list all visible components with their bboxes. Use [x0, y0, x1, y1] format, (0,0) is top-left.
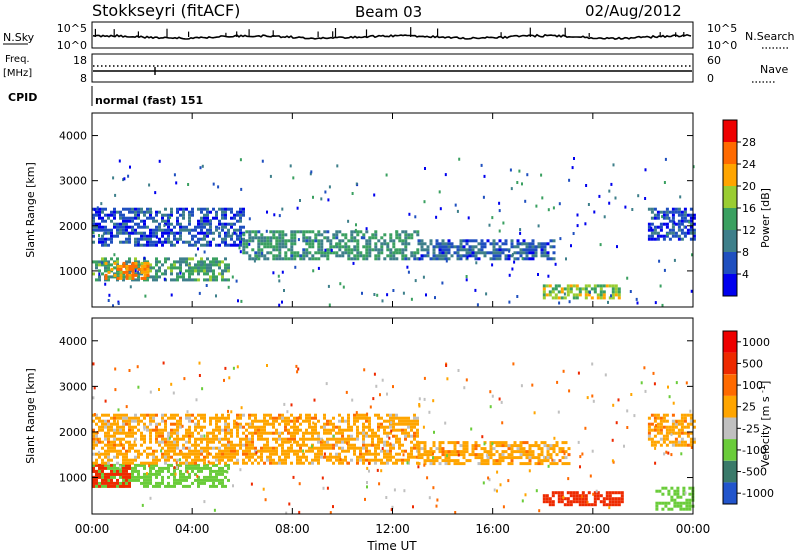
- velocity-ylabel: Slant Range [km]: [24, 368, 37, 464]
- cbar-tick-0-6: 4: [742, 268, 749, 281]
- x-axis-ticks: 00:00 04:00 08:00 12:00 16:00 20:00 00:00: [75, 113, 711, 536]
- xtick-3: 12:00: [375, 522, 410, 536]
- cbar-swatch-1-4: [723, 417, 737, 440]
- cbar-swatch-1-0: [723, 331, 737, 353]
- power-ylabel: Slant Range [km]: [24, 162, 37, 258]
- noise-left-label: N.Sky: [3, 31, 35, 44]
- power-region-6: [647, 207, 696, 241]
- station-title: Stokkseyri (fitACF): [92, 1, 240, 20]
- noise-left-tick-bottom: 10^0: [57, 39, 87, 52]
- power-scatter: [92, 157, 695, 308]
- xtick-4: 16:00: [475, 522, 510, 536]
- x-axis-label: Time UT: [366, 539, 417, 553]
- xtick-5: 20:00: [576, 522, 611, 536]
- freq-right-tick-bottom: 0: [707, 72, 714, 85]
- cbar-tick-1-5: -100: [742, 444, 767, 457]
- freq-label-top: Freq.: [5, 54, 30, 65]
- cbar-swatch-1-5: [723, 439, 737, 461]
- velocity-region-3: [417, 441, 571, 466]
- cbar-tick-1-1: 500: [742, 357, 763, 370]
- noise-right-tick-bottom: 10^0: [707, 39, 737, 52]
- power-panel: 4000 3000 2000 1000 Slant Range [km] 28 24 20…: [24, 112, 772, 308]
- cbar-swatch-1-1: [723, 352, 737, 375]
- cbar-swatch-0-2: [723, 164, 737, 186]
- nave-label: Nave: [760, 63, 788, 76]
- velocity-region-2: [92, 413, 419, 465]
- cbar-tick-0-3: 16: [742, 202, 756, 215]
- velocity-region-6: [647, 413, 696, 447]
- freq-right-tick-top: 60: [707, 54, 721, 67]
- beam-title: Beam 03: [355, 3, 422, 21]
- velocity-panel: 4000 3000 2000 1000 Slant Range [km] 1000 50…: [24, 317, 774, 515]
- velocity-region-1: [92, 463, 131, 488]
- freq-left-tick-bottom: 8: [80, 72, 87, 85]
- cbar-tick-1-6: -500: [742, 466, 767, 479]
- cbar-swatch-0-3: [723, 186, 737, 208]
- velocity-cbar-label: Velocity [m s -1]: [758, 381, 773, 468]
- freq-panel: Freq. [MHz] 18 8 60 0 Nave: [3, 53, 788, 85]
- cbar-swatch-0-6: [723, 252, 737, 274]
- cbar-tick-1-3: 25: [742, 401, 756, 414]
- cbar-tick-0-0: 28: [742, 136, 756, 149]
- noise-spikes: [94, 27, 685, 37]
- cpid-panel: CPID normal (fast) 151: [8, 86, 203, 107]
- cbar-swatch-0-4: [723, 208, 737, 230]
- cbar-tick-0-1: 24: [742, 158, 756, 171]
- cbar-tick-1-0: 1000: [742, 336, 770, 349]
- freq-label-bottom: [MHz]: [3, 68, 32, 79]
- power-region-4: [417, 239, 556, 261]
- ytick-1-3: 1000: [59, 472, 87, 485]
- cpid-mode: normal (fast) 151: [95, 94, 203, 107]
- ytick-0-2: 2000: [59, 220, 87, 233]
- cbar-tick-1-4: -25: [742, 422, 760, 435]
- ytick-0-3: 1000: [59, 265, 87, 278]
- cbar-swatch-1-7: [723, 482, 737, 504]
- power-region-2: [92, 207, 245, 247]
- cbar-tick-0-4: 12: [742, 224, 756, 237]
- date-title: 02/Aug/2012: [585, 2, 682, 20]
- velocity-colorbar: 1000 500 100 25 -25 -100 -500 -1000: [722, 330, 774, 505]
- cbar-swatch-0-5: [723, 230, 737, 252]
- noise-right-tick-top: 10^5: [707, 22, 737, 35]
- velocity-region-4: [542, 491, 624, 507]
- xtick-2: 08:00: [275, 522, 310, 536]
- power-region-5: [542, 284, 621, 300]
- power-colorbar: 28 24 20 16 12 8 4: [722, 119, 756, 297]
- power-region-3: [242, 230, 420, 261]
- cbar-swatch-1-3: [723, 395, 737, 418]
- power-region-1: [104, 261, 150, 280]
- noise-right-label: N.Search: [745, 30, 795, 43]
- power-cbar-label: Power [dB]: [759, 188, 772, 248]
- power-data: [92, 157, 696, 308]
- cbar-swatch-0-1: [723, 142, 737, 164]
- cbar-swatch-1-6: [723, 460, 737, 483]
- cbar-tick-0-2: 20: [742, 180, 756, 193]
- cbar-tick-1-7: -1000: [742, 487, 774, 500]
- cbar-swatch-1-2: [723, 374, 737, 396]
- cbar-tick-1-2: 100: [742, 379, 763, 392]
- ytick-0-1: 3000: [59, 175, 87, 188]
- noise-left-tick-top: 10^5: [57, 22, 87, 35]
- ytick-1-2: 2000: [59, 426, 87, 439]
- ytick-1-0: 4000: [59, 335, 87, 348]
- cbar-swatch-0-0: [723, 120, 737, 142]
- ytick-1-1: 3000: [59, 380, 87, 393]
- cbar-tick-0-5: 8: [742, 246, 749, 259]
- cpid-label: CPID: [8, 91, 37, 104]
- velocity-scatter: [92, 361, 693, 515]
- xtick-1: 04:00: [175, 522, 210, 536]
- velocity-data: [92, 361, 696, 515]
- noise-sky-line: [92, 33, 692, 40]
- freq-left-tick-top: 18: [73, 54, 87, 67]
- xtick-0: 00:00: [75, 522, 110, 536]
- ytick-0-0: 4000: [59, 130, 87, 143]
- cbar-swatch-0-7: [723, 274, 737, 296]
- xtick-6: 00:00: [676, 522, 711, 536]
- noise-panel: N.Sky 10^5 10^0 10^5 10^0 N.Search: [3, 21, 795, 52]
